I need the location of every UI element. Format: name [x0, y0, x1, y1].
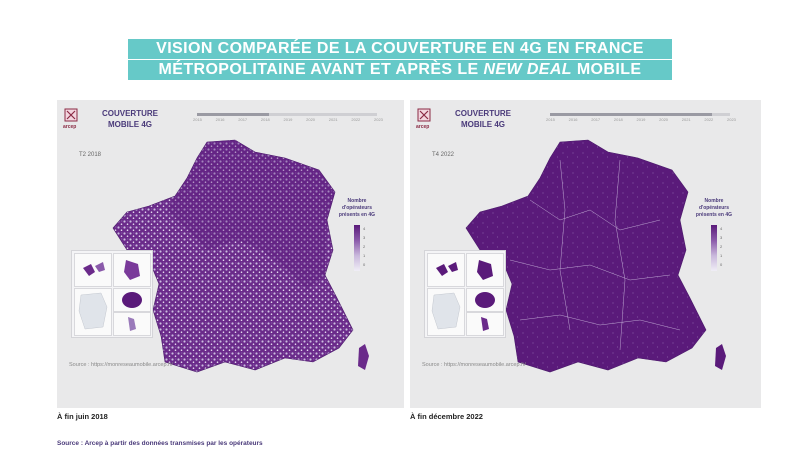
- period-label: T2 2018: [79, 152, 102, 158]
- legend-tick: 1: [363, 253, 366, 258]
- timeline-years: 2015 2016 2017 2018 2019 2020 2021 2022 2023: [546, 117, 736, 122]
- inset-reunion: [113, 288, 151, 312]
- caption-2022: À fin décembre 2022: [410, 412, 483, 421]
- inset-guadeloupe: [427, 253, 465, 287]
- legend-title: Nombre d'opérateurs présents en 4G: [338, 198, 376, 218]
- title-line-1: VISION COMPARÉE DE LA COUVERTURE EN 4G E…: [128, 39, 672, 59]
- overseas-insets: [424, 250, 506, 338]
- timeline-year: 2020: [659, 117, 669, 122]
- arcep-logo-text: arcep: [416, 124, 430, 130]
- timeline-year: 2017: [591, 117, 601, 122]
- timeline-slider: [550, 113, 730, 116]
- legend-color-bar: [711, 225, 717, 271]
- timeline-year: 2016: [215, 117, 225, 122]
- timeline-years: 2015 2016 2017 2018 2019 2020 2021 2022 2023: [193, 117, 383, 122]
- source-url: Source : https://monreseaumobile.arcep.f…: [422, 362, 526, 368]
- period-label: T4 2022: [432, 152, 455, 158]
- legend-ticks: 4 3 2 1 0: [363, 224, 365, 269]
- france-map-2022: [465, 139, 726, 373]
- timeline-year: 2015: [193, 117, 202, 122]
- arcep-logo-icon: [64, 108, 78, 122]
- source-note: Source : Arcep à partir des données tran…: [57, 440, 263, 447]
- inset-mayotte: [113, 312, 151, 336]
- timeline-year: 2023: [727, 117, 736, 122]
- inset-guadeloupe: [74, 253, 112, 287]
- legend-color-bar: [354, 225, 360, 271]
- timeline-year: 2020: [306, 117, 316, 122]
- title-line-2-suffix: MOBILE: [571, 61, 642, 78]
- arcep-logo-text: arcep: [63, 124, 77, 130]
- legend-tick: 0: [720, 262, 723, 267]
- map-panel-2018: arcep COUVERTURE MOBILE 4G 2015 2016 2017 2…: [57, 100, 404, 408]
- map-title: COUVERTURE MOBILE 4G: [101, 109, 158, 129]
- inset-mayotte: [466, 312, 504, 336]
- legend-tick: 2: [720, 244, 723, 249]
- timeline-slider: [197, 113, 377, 116]
- legend-tick: 2: [363, 244, 366, 249]
- timeline-year: 2019: [636, 117, 646, 122]
- arcep-logo-icon: [417, 108, 431, 122]
- legend-tick: 3: [363, 235, 366, 240]
- overseas-insets: [71, 250, 153, 338]
- timeline-year: 2015: [546, 117, 555, 122]
- timeline-year: 2016: [568, 117, 578, 122]
- map-panel-2022: arcep COUVERTURE MOBILE 4G 2015 2016 2017 2…: [410, 100, 761, 408]
- timeline-year: 2017: [238, 117, 248, 122]
- inset-martinique: [466, 253, 504, 287]
- timeline-year: 2022: [351, 117, 361, 122]
- source-url: Source : https://monreseaumobile.arcep.f…: [69, 362, 173, 368]
- inset-martinique: [113, 253, 151, 287]
- timeline-year: 2018: [260, 117, 270, 122]
- timeline-year: 2019: [283, 117, 293, 122]
- legend-tick: 4: [363, 226, 366, 231]
- timeline-year: 2023: [374, 117, 383, 122]
- title-line-2-prefix: MÉTROPOLITAINE AVANT ET APRÈS LE: [158, 61, 484, 78]
- legend-ticks: 4 3 2 1 0: [720, 224, 722, 269]
- timeline-year: 2021: [681, 117, 691, 122]
- legend-tick: 0: [363, 262, 366, 267]
- legend-tick: 4: [720, 226, 723, 231]
- timeline-year: 2021: [328, 117, 338, 122]
- caption-2018: À fin juin 2018: [57, 412, 108, 421]
- france-map-2018: [112, 139, 369, 373]
- legend-tick: 3: [720, 235, 723, 240]
- legend-tick: 1: [720, 253, 723, 258]
- timeline-year: 2018: [613, 117, 623, 122]
- map-title: COUVERTURE MOBILE 4G: [454, 109, 511, 129]
- title-line-2-emphasis: NEW DEAL: [483, 61, 572, 78]
- legend-title: Nombre d'opérateurs présents en 4G: [695, 198, 733, 218]
- inset-reunion: [466, 288, 504, 312]
- inset-guyane: [427, 288, 465, 336]
- title-line-2: MÉTROPOLITAINE AVANT ET APRÈS LE NEW DEA…: [128, 60, 672, 80]
- timeline-year: 2022: [704, 117, 714, 122]
- inset-guyane: [74, 288, 112, 336]
